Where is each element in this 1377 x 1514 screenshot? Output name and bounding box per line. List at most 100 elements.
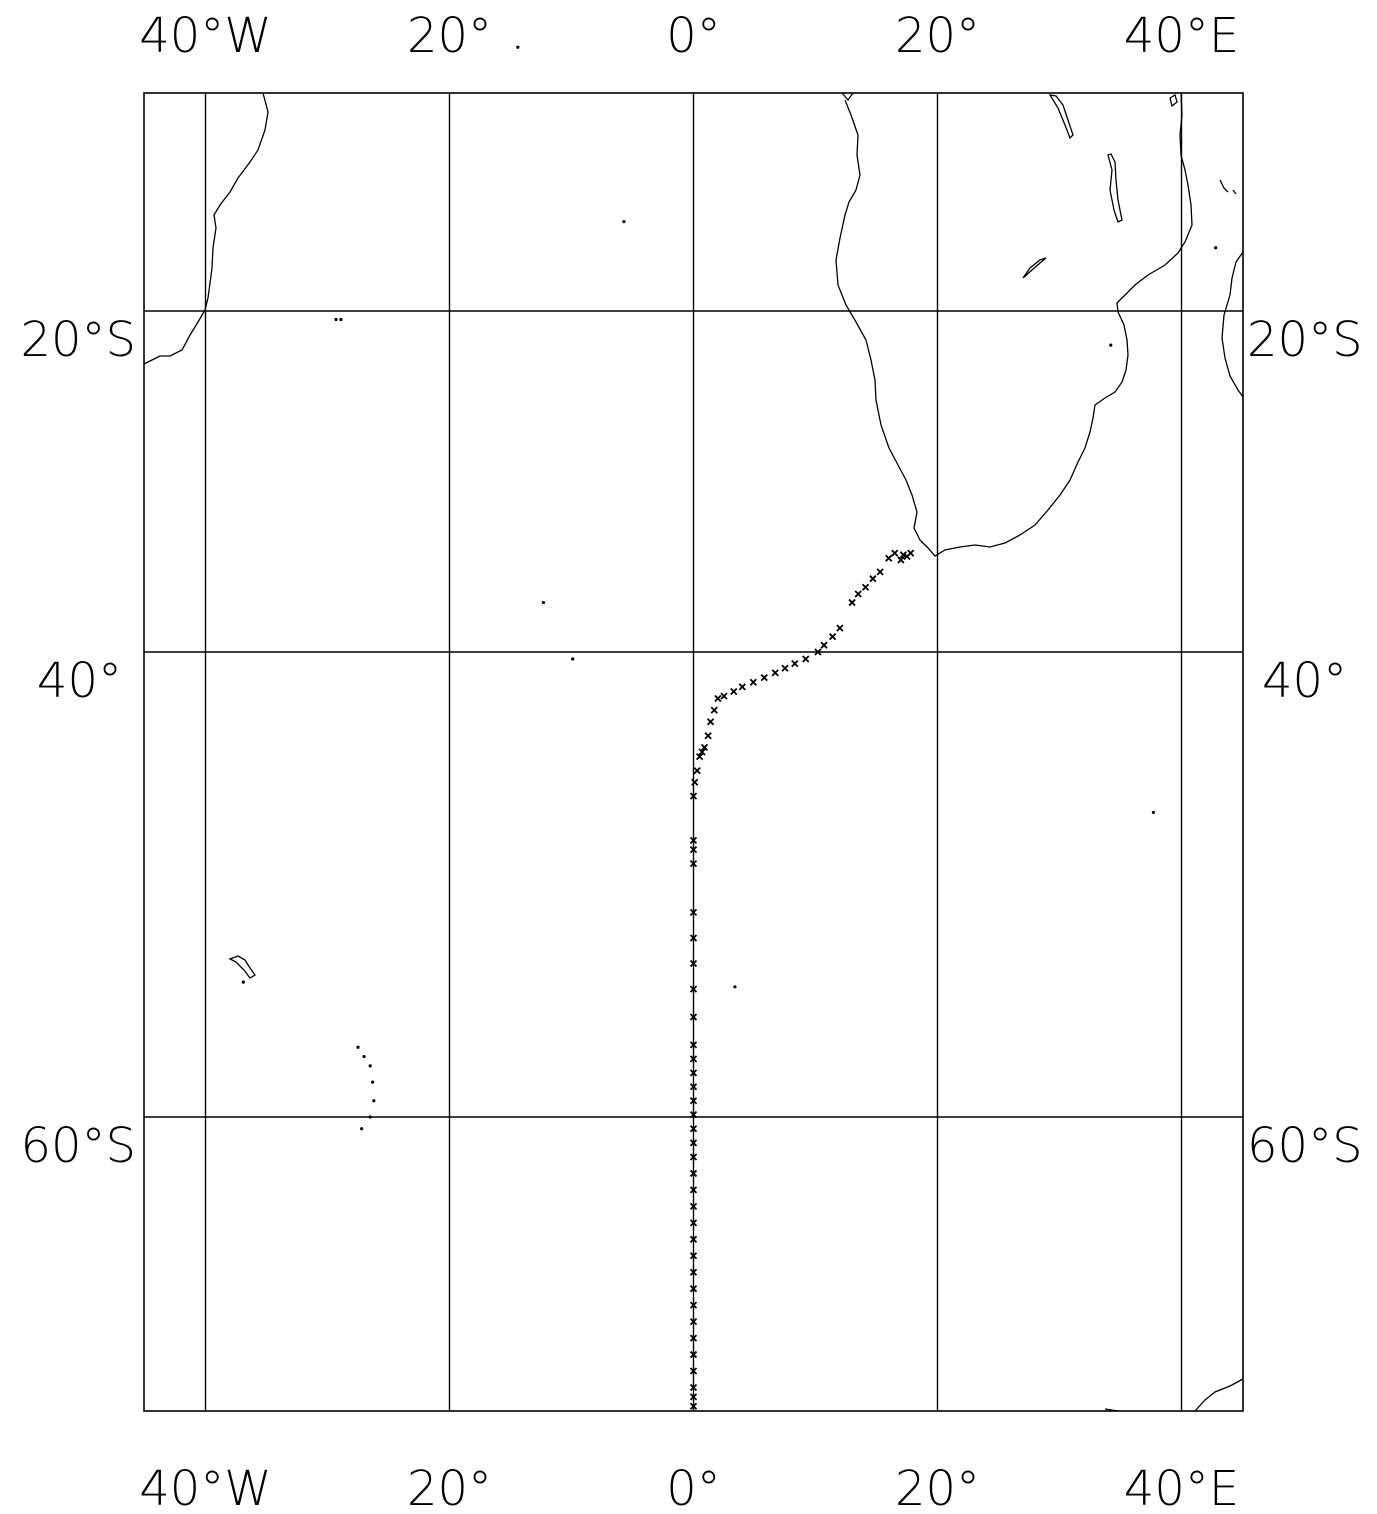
station-marker xyxy=(689,1097,698,1105)
station-marker xyxy=(689,859,698,868)
lake-kariba xyxy=(1022,257,1047,279)
station-marker xyxy=(689,1186,698,1194)
station-marker xyxy=(689,1219,698,1227)
station-marker xyxy=(802,655,810,663)
station-marker xyxy=(876,568,884,576)
island-dot xyxy=(360,1127,364,1131)
island-dot xyxy=(733,985,737,989)
bottom-longitude-label: 0° xyxy=(666,1461,721,1514)
top-longitude-label: 0° xyxy=(666,8,721,64)
station-marker xyxy=(689,1111,698,1119)
island-dot xyxy=(571,657,575,661)
island-dot xyxy=(241,980,245,984)
station-marker xyxy=(848,598,856,607)
island-dot xyxy=(339,317,343,322)
station-marker xyxy=(749,678,757,686)
antarctica-coast xyxy=(1194,1378,1244,1412)
station-marker xyxy=(836,624,844,632)
station-marker xyxy=(899,551,907,559)
station-marker xyxy=(861,583,870,591)
station-marker xyxy=(689,1235,698,1243)
station-marker xyxy=(689,1055,698,1063)
island-dot xyxy=(371,1080,375,1084)
coast-fragment-ne xyxy=(1219,179,1237,195)
station-marker xyxy=(689,1402,698,1410)
island-dot xyxy=(368,1115,372,1119)
station-marker xyxy=(689,1153,698,1161)
islands xyxy=(241,45,1218,1131)
island-dot xyxy=(372,1099,376,1103)
station-marker xyxy=(689,1383,698,1392)
station-marker xyxy=(689,959,698,968)
station-marker xyxy=(689,1083,698,1091)
station-marker xyxy=(706,718,715,726)
lake-tanganyika xyxy=(1048,94,1074,140)
station-marker xyxy=(730,687,738,696)
graticule xyxy=(144,93,1243,1411)
lake-victoria-fragment xyxy=(1169,94,1178,108)
island-dot xyxy=(356,1045,360,1049)
station-marker xyxy=(689,1169,698,1178)
bottom-longitude-label: 40°W xyxy=(139,1461,272,1514)
station-marker xyxy=(689,792,698,800)
station-marker xyxy=(689,1069,698,1077)
island-dot xyxy=(1109,343,1113,347)
station-marker xyxy=(689,1125,698,1133)
island-dot xyxy=(368,1064,372,1068)
station-marker xyxy=(693,766,701,775)
station-marker xyxy=(689,836,698,844)
island-dot xyxy=(541,600,546,605)
bottom-longitude-label: 20° xyxy=(407,1461,492,1514)
station-marker xyxy=(891,549,899,557)
station-marker xyxy=(689,1041,698,1049)
station-marker xyxy=(781,664,789,672)
station-marker xyxy=(710,706,718,714)
station-marker xyxy=(689,1301,698,1309)
madagascar-coast xyxy=(1221,251,1244,398)
station-marker xyxy=(689,908,698,917)
left-latitude-label: 40° xyxy=(37,653,122,709)
island-dot xyxy=(516,45,520,49)
map-frame xyxy=(143,92,1244,1412)
right-latitude-label: 60°S xyxy=(1247,1118,1363,1174)
station-marker xyxy=(689,1013,698,1021)
station-marker xyxy=(689,1139,698,1147)
island-dot xyxy=(622,220,626,224)
station-marker xyxy=(689,1367,698,1375)
station-marker xyxy=(885,554,893,562)
top-longitude-label: 20° xyxy=(407,8,492,64)
island-dot xyxy=(334,317,338,322)
bottom-longitude-label: 20° xyxy=(895,1461,980,1514)
station-marker xyxy=(720,692,728,700)
station-marker xyxy=(869,575,877,583)
station-marker xyxy=(689,1252,698,1260)
station-marker xyxy=(698,748,706,756)
top-longitude-label: 40°E xyxy=(1124,8,1239,64)
south-america-coast xyxy=(143,92,269,365)
station-marker xyxy=(714,694,722,703)
right-latitude-label: 40° xyxy=(1262,653,1347,709)
africa-coast xyxy=(835,92,1193,557)
left-latitude-label: 60°S xyxy=(20,1118,136,1174)
station-marker xyxy=(689,1350,698,1359)
station-marker xyxy=(691,778,699,786)
south-georgia-coast xyxy=(228,955,256,979)
station-marker xyxy=(814,648,822,656)
station-marker xyxy=(689,1268,698,1276)
lake-malawi xyxy=(1107,153,1123,223)
axis-labels: 40°W 40°W 20° 20° 0° 0° 20° 20° 40°E 40°E 20°S 20°S… xyxy=(20,8,1362,1514)
station-marker xyxy=(903,552,911,561)
station-marker xyxy=(828,633,837,641)
station-marker xyxy=(689,934,698,942)
station-track xyxy=(689,549,915,1410)
left-latitude-label: 20°S xyxy=(20,312,136,368)
island-dot xyxy=(1214,246,1218,250)
station-marker xyxy=(689,1393,698,1401)
station-marker xyxy=(771,669,779,677)
station-marker xyxy=(854,590,862,598)
station-marker xyxy=(820,641,828,649)
bottom-longitude-label: 40°E xyxy=(1124,1461,1239,1514)
station-marker xyxy=(760,673,768,682)
right-latitude-label: 20°S xyxy=(1247,312,1363,368)
